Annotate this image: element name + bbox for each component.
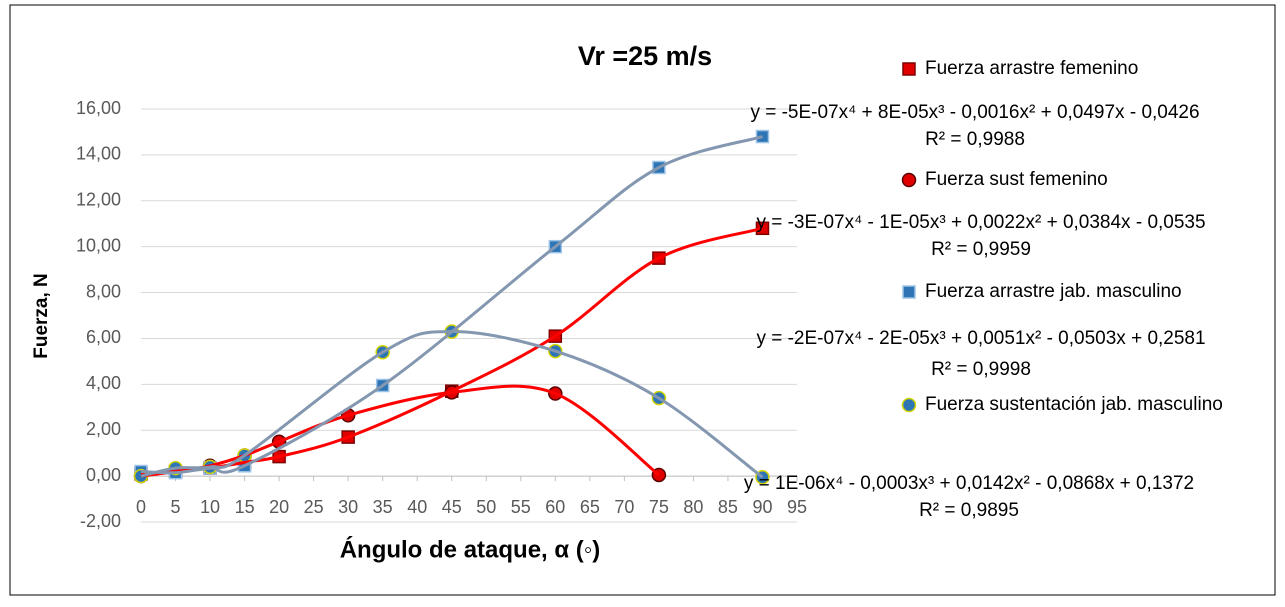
y-axis-label: Fuerza, N xyxy=(31,273,52,359)
legend-marker xyxy=(902,285,916,299)
x-tick-label: 90 xyxy=(752,497,772,517)
x-tick-label: 30 xyxy=(338,497,358,517)
x-tick-label: 50 xyxy=(476,497,496,517)
legend-marker xyxy=(902,62,916,76)
y-tick-label: -2,00 xyxy=(80,511,121,531)
legend-swatch xyxy=(901,172,917,188)
x-tick-label: 15 xyxy=(235,497,255,517)
y-tick-label: 4,00 xyxy=(86,373,121,393)
trendline-equation: y = 1E-06x⁴ - 0,0003x³ + 0,0142x² - 0,08… xyxy=(743,473,1195,494)
trendline-equation: y = -5E-07x⁴ + 8E-05x³ - 0,0016x² + 0,04… xyxy=(750,102,1200,123)
x-tick-label: 20 xyxy=(269,497,289,517)
x-tick-label: 95 xyxy=(787,497,807,517)
legend-marker xyxy=(901,397,917,413)
chart-border xyxy=(9,4,1276,596)
y-tick-label: 12,00 xyxy=(76,190,121,210)
legend-label: Fuerza arrastre jab. masculino xyxy=(925,281,1182,302)
x-tick-label: 55 xyxy=(511,497,531,517)
x-tick-label: 25 xyxy=(304,497,324,517)
y-tick-label: 0,00 xyxy=(86,465,121,485)
x-tick-label: 40 xyxy=(407,497,427,517)
x-tick-label: 10 xyxy=(200,497,220,517)
y-tick-label: 6,00 xyxy=(86,327,121,347)
legend-swatch xyxy=(901,397,917,413)
r-squared: R² = 0,9988 xyxy=(925,129,1025,150)
legend-label: Fuerza arrastre femenino xyxy=(925,58,1139,79)
y-tick-label: 2,00 xyxy=(86,419,121,439)
y-tick-label: 16,00 xyxy=(76,98,121,118)
x-tick-label: 85 xyxy=(718,497,738,517)
y-tick-label: 14,00 xyxy=(76,144,121,164)
trendline xyxy=(140,330,764,479)
trendline-equation: y = -2E-07x⁴ - 2E-05x³ + 0,0051x² - 0,05… xyxy=(756,328,1206,349)
legend-swatch xyxy=(902,285,916,299)
r-squared: R² = 0,9998 xyxy=(931,359,1031,380)
r-squared: R² = 0,9959 xyxy=(931,239,1031,260)
x-tick-label: 80 xyxy=(683,497,703,517)
x-tick-label: 45 xyxy=(442,497,462,517)
y-tick-label: 10,00 xyxy=(76,235,121,255)
legend-marker xyxy=(901,172,917,188)
legend-label: Fuerza sustentación jab. masculino xyxy=(925,394,1223,415)
trendline-equation: y = -3E-07x⁴ - 1E-05x³ + 0,0022x² + 0,03… xyxy=(756,212,1206,233)
x-tick-label: 65 xyxy=(580,497,600,517)
x-tick-label: 75 xyxy=(649,497,669,517)
x-tick-label: 5 xyxy=(171,497,181,517)
y-tick-label: 8,00 xyxy=(86,281,121,301)
x-tick-label: 60 xyxy=(545,497,565,517)
r-squared: R² = 0,9895 xyxy=(919,500,1019,521)
x-tick-label: 0 xyxy=(136,497,146,517)
x-axis-label: Ángulo de ataque, α (◦) xyxy=(340,535,601,563)
chart-title: Vr =25 m/s xyxy=(578,41,712,71)
legend-label: Fuerza sust femenino xyxy=(925,169,1108,190)
trendline xyxy=(140,135,763,475)
x-tick-label: 35 xyxy=(373,497,393,517)
x-tick-label: 70 xyxy=(614,497,634,517)
legend-swatch xyxy=(902,62,916,76)
